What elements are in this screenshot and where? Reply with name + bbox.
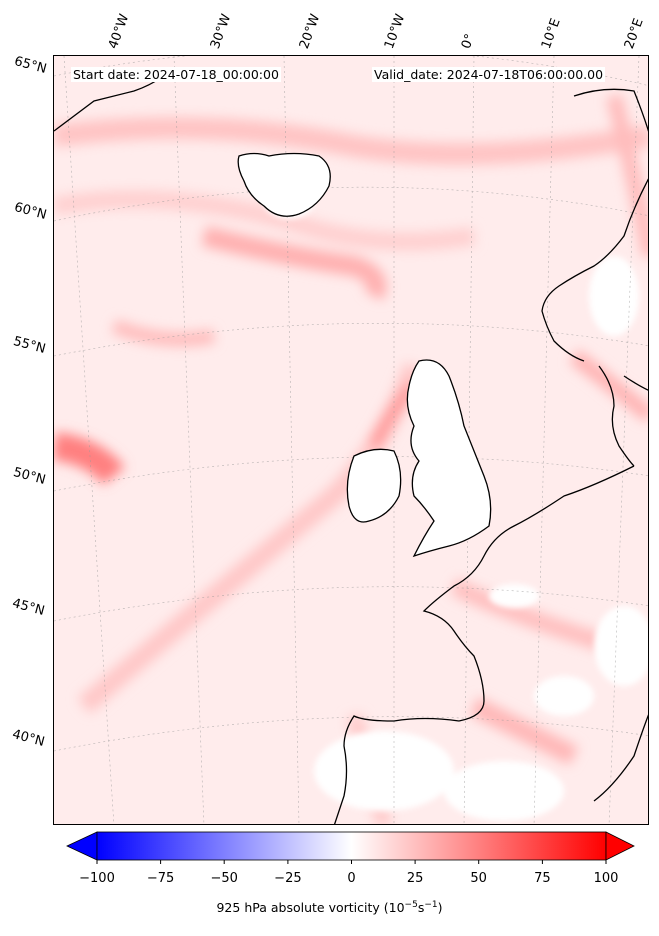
lat-label-60n: 60°N	[12, 200, 49, 223]
vorticity-field	[54, 56, 648, 824]
lon-label-10w: 10°W	[381, 12, 409, 51]
colorbar-tick-label: −25	[274, 871, 302, 886]
lat-label-65n: 65°N	[12, 54, 49, 77]
colorbar-tick-label: 75	[534, 871, 551, 886]
coastlines	[54, 71, 648, 824]
colorbar-tick-label: 100	[593, 871, 619, 886]
colorbar-bar	[96, 831, 607, 861]
lon-label-30w: 30°W	[207, 12, 235, 51]
colorbar-ticks	[96, 860, 607, 864]
start-date-label: Start date: 2024-07-18_00:00:00	[71, 67, 281, 82]
valid-date-label: Valid_date: 2024-07-18T06:00:00.00	[372, 67, 606, 82]
lon-label-0: 0°	[458, 31, 479, 51]
lon-label-40w: 40°W	[105, 12, 133, 51]
map-panel	[53, 55, 649, 825]
lon-label-20e: 20°E	[621, 16, 647, 51]
colorbar-min-arrow	[66, 831, 98, 861]
colorbar-tick-label: 50	[470, 871, 487, 886]
lon-label-10e: 10°E	[538, 16, 564, 51]
graticule	[54, 56, 648, 824]
vorticity-blobs	[54, 94, 648, 824]
colorbar-label-exponent: −5	[404, 900, 418, 910]
colorbar-graphic	[66, 831, 635, 864]
colorbar-tick-label: 25	[406, 871, 424, 886]
colorbar-tick-label: −50	[210, 871, 238, 886]
colorbar-label-close: )	[437, 900, 443, 916]
lat-label-50n: 50°N	[11, 465, 48, 488]
colorbar-tick-label: −75	[146, 871, 175, 886]
lat-label-55n: 55°N	[11, 334, 48, 357]
lat-label-45n: 45°N	[10, 596, 47, 619]
colorbar-max-arrow	[605, 831, 635, 861]
lat-label-40n: 40°N	[10, 727, 47, 750]
colorbar-tick-label: 0	[347, 871, 356, 886]
colorbar-label-unit-exponent: −1	[424, 900, 438, 910]
colorbar-label: 925 hPa absolute vorticity (10−5s−1)	[0, 900, 659, 915]
colorbar-label-unit: s	[417, 900, 425, 916]
colorbar-tick-label: −100	[79, 871, 115, 886]
lon-label-20w: 20°W	[296, 12, 324, 51]
colorbar-label-text: 925 hPa absolute vorticity (10	[216, 900, 405, 916]
